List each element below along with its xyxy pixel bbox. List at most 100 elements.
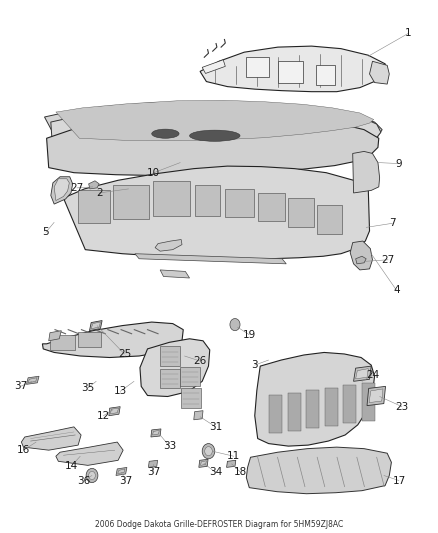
Polygon shape	[152, 431, 159, 435]
Polygon shape	[51, 104, 381, 159]
Polygon shape	[180, 367, 201, 386]
Circle shape	[86, 469, 98, 482]
Polygon shape	[56, 100, 374, 141]
Text: 19: 19	[243, 330, 256, 340]
Polygon shape	[307, 390, 319, 429]
Polygon shape	[317, 205, 342, 235]
Polygon shape	[353, 366, 371, 381]
Polygon shape	[45, 102, 382, 158]
Text: 27: 27	[70, 183, 84, 193]
Circle shape	[205, 447, 212, 456]
Polygon shape	[356, 369, 368, 379]
Polygon shape	[51, 177, 73, 204]
Text: 2: 2	[96, 188, 102, 198]
Polygon shape	[42, 322, 183, 358]
Polygon shape	[109, 407, 120, 416]
Polygon shape	[148, 461, 158, 467]
Polygon shape	[225, 189, 254, 217]
Polygon shape	[160, 270, 190, 278]
Polygon shape	[56, 442, 123, 465]
Polygon shape	[89, 320, 102, 330]
Text: 36: 36	[77, 475, 90, 486]
Text: 37: 37	[14, 382, 27, 391]
Polygon shape	[113, 185, 149, 219]
Polygon shape	[46, 113, 379, 176]
Text: 2006 Dodge Dakota Grille-DEFROSTER Diagram for 5HM59ZJ8AC: 2006 Dodge Dakota Grille-DEFROSTER Diagr…	[95, 520, 343, 529]
Ellipse shape	[190, 130, 240, 141]
Polygon shape	[246, 447, 392, 494]
Polygon shape	[78, 190, 110, 223]
Polygon shape	[194, 185, 220, 216]
Polygon shape	[246, 57, 269, 77]
Text: 16: 16	[17, 445, 30, 455]
Text: 34: 34	[209, 467, 222, 478]
Polygon shape	[181, 389, 201, 408]
Polygon shape	[200, 46, 387, 92]
Text: 5: 5	[42, 228, 49, 237]
Polygon shape	[116, 467, 127, 475]
Text: 18: 18	[234, 467, 247, 478]
Text: 31: 31	[209, 422, 222, 432]
Polygon shape	[255, 352, 374, 446]
Polygon shape	[356, 256, 366, 264]
Polygon shape	[199, 459, 208, 467]
Polygon shape	[49, 330, 61, 341]
Text: 1: 1	[405, 28, 412, 38]
Text: 10: 10	[147, 168, 160, 177]
Polygon shape	[110, 408, 119, 414]
Polygon shape	[226, 461, 236, 467]
Text: 37: 37	[119, 475, 132, 486]
Text: 37: 37	[147, 467, 160, 478]
Text: 24: 24	[366, 370, 379, 380]
Polygon shape	[160, 369, 180, 388]
Polygon shape	[369, 389, 383, 402]
Polygon shape	[350, 241, 372, 270]
Polygon shape	[135, 254, 286, 264]
Text: 35: 35	[81, 383, 95, 393]
Polygon shape	[50, 335, 75, 350]
Polygon shape	[316, 66, 335, 85]
Polygon shape	[118, 469, 125, 473]
Text: 9: 9	[396, 159, 402, 168]
Polygon shape	[140, 339, 210, 397]
Text: 17: 17	[392, 475, 406, 486]
Text: 23: 23	[395, 402, 409, 411]
Circle shape	[88, 471, 95, 480]
Polygon shape	[21, 427, 81, 450]
Polygon shape	[201, 461, 206, 465]
Polygon shape	[353, 151, 380, 193]
Text: 7: 7	[389, 219, 396, 228]
Text: 11: 11	[227, 451, 240, 461]
Text: 33: 33	[163, 441, 176, 451]
Polygon shape	[194, 410, 203, 420]
Polygon shape	[288, 393, 300, 431]
Polygon shape	[362, 383, 374, 421]
Polygon shape	[367, 386, 385, 406]
Text: 25: 25	[118, 349, 131, 359]
Ellipse shape	[152, 129, 179, 138]
Text: 13: 13	[113, 386, 127, 397]
Polygon shape	[269, 395, 282, 433]
Polygon shape	[28, 378, 37, 383]
Text: 27: 27	[381, 255, 395, 265]
Polygon shape	[370, 61, 389, 84]
Polygon shape	[325, 388, 338, 426]
Polygon shape	[64, 166, 370, 259]
Polygon shape	[26, 376, 39, 384]
Polygon shape	[288, 198, 314, 228]
Polygon shape	[155, 239, 182, 251]
Polygon shape	[54, 179, 69, 200]
Polygon shape	[258, 193, 285, 221]
Text: 14: 14	[64, 462, 78, 471]
Polygon shape	[160, 346, 180, 366]
Polygon shape	[91, 322, 100, 329]
Polygon shape	[88, 181, 99, 189]
Polygon shape	[152, 181, 190, 216]
Polygon shape	[151, 429, 161, 437]
Text: 12: 12	[97, 411, 110, 421]
Polygon shape	[343, 385, 356, 423]
Circle shape	[202, 443, 215, 459]
Polygon shape	[278, 61, 303, 83]
Polygon shape	[78, 332, 101, 348]
Text: 26: 26	[194, 356, 207, 366]
